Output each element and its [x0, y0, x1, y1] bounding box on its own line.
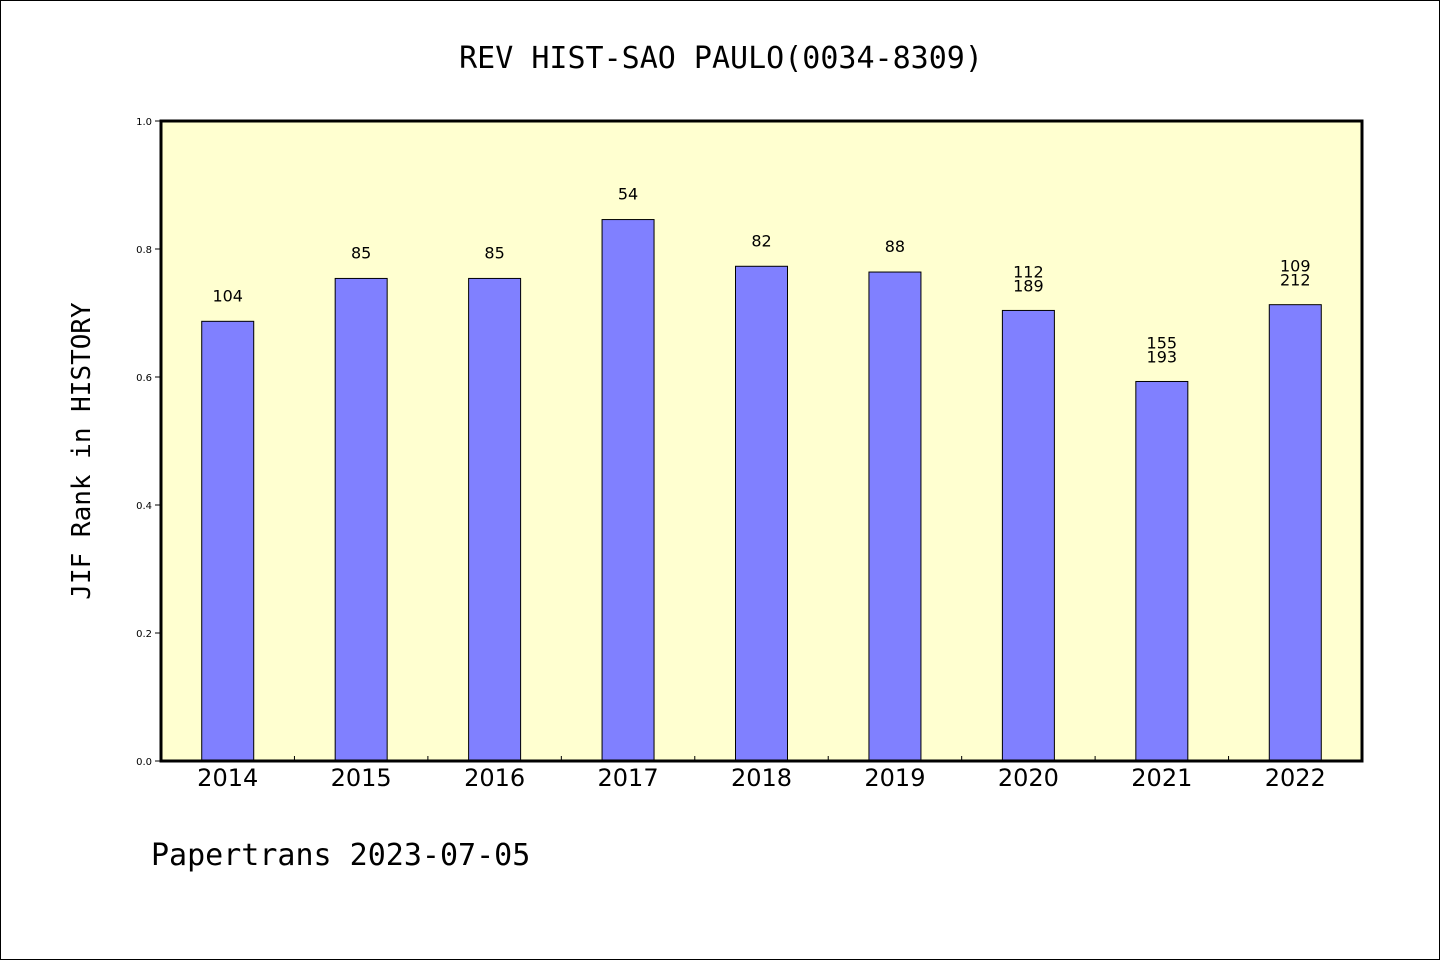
footer-credit: Papertrans 2023-07-05	[151, 838, 530, 873]
data-label: 112	[1013, 262, 1044, 281]
data-label: 88	[885, 237, 905, 256]
y-tick-label: 0.4	[136, 501, 152, 512]
data-label: 212	[1280, 271, 1311, 290]
x-tick-label: 2018	[731, 764, 792, 792]
data-label: 54	[618, 185, 638, 204]
data-label: 109	[1280, 257, 1311, 276]
plot-border	[159, 119, 1364, 763]
x-tick-label: 2019	[864, 764, 925, 792]
bar	[1001, 309, 1055, 762]
bar	[601, 219, 655, 762]
bar	[1268, 304, 1322, 762]
data-label: 189	[1013, 276, 1044, 295]
bar	[468, 277, 522, 762]
bar	[201, 320, 255, 762]
data-label: 104	[212, 286, 243, 305]
bar	[334, 277, 388, 762]
plot-area: 0.0 0.2 0.4 0.6 0.8 1.0 2014 104 2015 85 2016 85 201…	[136, 117, 1364, 792]
x-tick-label: 2016	[464, 764, 525, 792]
y-tick-label: 0.2	[136, 629, 152, 640]
y-tick-label: 0.0	[136, 757, 152, 768]
x-tick-label: 2014	[197, 764, 258, 792]
y-tick-label: 0.8	[136, 245, 152, 256]
x-tick-label: 2021	[1131, 764, 1192, 792]
y-tick-label: 1.0	[136, 117, 152, 128]
data-label: 85	[484, 243, 504, 262]
x-tick-label: 2017	[598, 764, 659, 792]
data-label: 85	[351, 243, 371, 262]
y-tick-label: 0.6	[136, 373, 152, 384]
chart-title: REV HIST-SAO PAULO(0034-8309)	[459, 41, 983, 76]
data-label: 155	[1147, 333, 1178, 352]
y-axis-label: JIF Rank in HISTORY	[67, 302, 97, 600]
x-tick-label: 2020	[998, 764, 1059, 792]
bar	[868, 271, 922, 762]
data-label: 82	[751, 231, 771, 250]
data-label: 193	[1147, 347, 1178, 366]
x-tick-label: 2022	[1265, 764, 1326, 792]
bar	[1135, 380, 1189, 762]
bar	[735, 265, 788, 762]
x-tick-label: 2015	[331, 764, 392, 792]
